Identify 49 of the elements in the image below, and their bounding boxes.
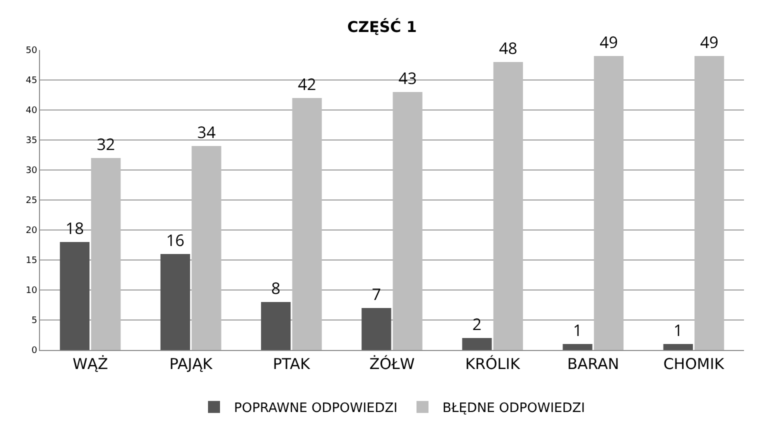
y-tick-label: 25 [26,196,38,206]
bar [462,338,492,350]
y-tick-label: 0 [31,346,38,356]
legend-label: POPRAWNE ODPOWIEDZI [234,401,398,416]
data-label: 8 [271,277,280,299]
bar [392,92,422,350]
y-tick-label: 5 [31,316,38,326]
bar [694,56,724,350]
y-tick-label: 30 [26,166,38,176]
bar [261,302,291,350]
bar [292,98,322,350]
bar [594,56,624,350]
legend-label: BŁĘDNE ODPOWIEDZI [442,401,585,416]
bar [91,158,121,350]
data-label: 7 [372,283,381,305]
y-tick-label: 35 [26,136,38,146]
bar [562,344,592,350]
y-tick-label: 40 [26,106,38,116]
data-label: 49 [600,31,618,53]
x-tick-label: BARAN [567,355,620,373]
x-tick-label: PTAK [272,355,312,373]
data-label: 42 [298,73,316,95]
data-label: 16 [166,229,184,251]
bar [60,242,90,350]
data-label: 18 [66,217,84,239]
bar [493,62,523,350]
data-label: 1 [674,319,683,341]
data-label: 34 [197,121,216,143]
data-label: 32 [96,133,116,155]
bar [663,344,693,350]
y-tick-label: 20 [26,226,38,236]
data-label: 48 [499,37,518,59]
y-tick-label: 15 [26,256,38,266]
bar [192,146,222,350]
data-label: 49 [700,31,718,53]
x-tick-label: ŻÓŁW [369,355,415,373]
y-tick-label: 45 [26,76,38,86]
bar [160,254,190,350]
data-label: 1 [572,319,582,341]
x-tick-label: WĄŻ [72,355,108,373]
y-tick-label: 50 [26,46,38,56]
data-label: 2 [472,313,482,335]
x-tick-label: PAJĄK [169,355,214,373]
x-tick-label: KRÓLIK [465,355,522,373]
y-tick-label: 10 [26,286,38,296]
bar [362,308,392,350]
x-tick-label: CHOMIK [663,355,726,373]
chart-title: CZĘŚĆ 1 [347,18,417,36]
data-label: 43 [398,67,417,89]
